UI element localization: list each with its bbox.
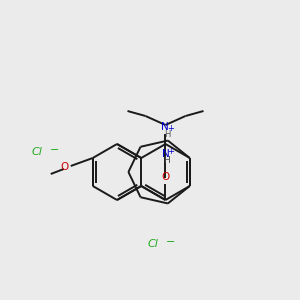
Text: +: + [167,124,174,133]
Text: H: H [164,130,171,139]
Text: O: O [61,162,69,172]
Text: N: N [162,149,170,159]
Text: O: O [161,172,169,182]
Text: N: N [160,122,168,132]
Text: H: H [163,156,170,165]
Text: −: − [166,237,175,247]
Text: Cl: Cl [32,147,43,157]
Text: +: + [167,147,174,156]
Text: Cl: Cl [148,239,159,249]
Text: −: − [50,145,59,155]
